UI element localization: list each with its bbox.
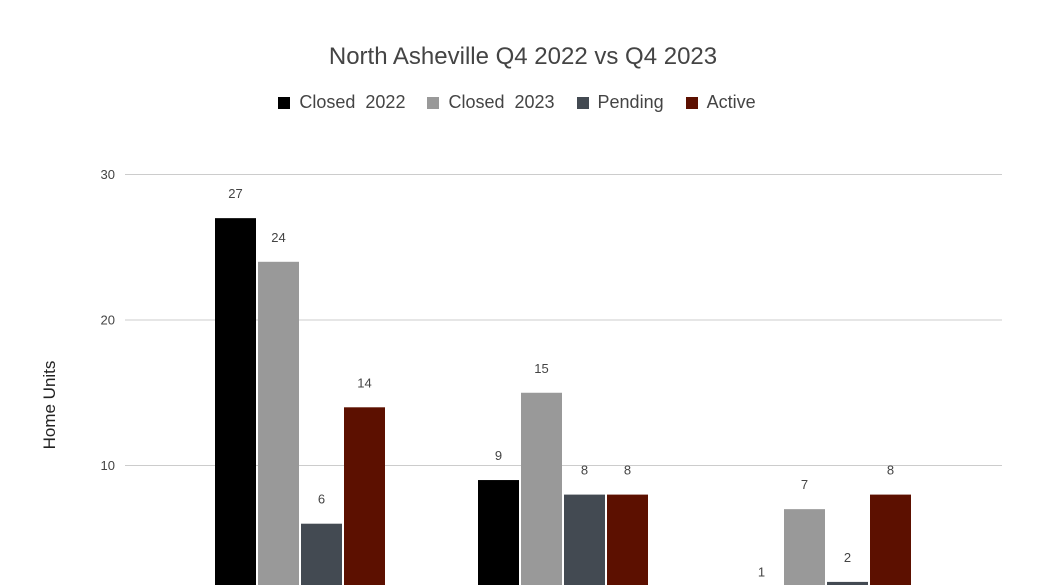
legend-item-active: Active xyxy=(685,92,756,113)
data-label: 14 xyxy=(357,375,371,390)
legend-swatch xyxy=(685,96,698,109)
y-tick-label: 10 xyxy=(101,458,115,473)
data-label: 8 xyxy=(624,463,631,478)
y-tick-label: 30 xyxy=(101,167,115,182)
legend-label: Closed 2022 xyxy=(299,92,406,112)
legend-swatch xyxy=(427,96,440,109)
data-label: 9 xyxy=(495,448,502,463)
data-label: 1 xyxy=(758,564,765,579)
bar xyxy=(521,392,562,585)
y-tick-label: 20 xyxy=(101,313,115,328)
bar xyxy=(301,523,342,585)
legend-swatch xyxy=(278,96,291,109)
bar xyxy=(258,261,299,585)
bar xyxy=(215,218,256,585)
legend-label: Active xyxy=(706,92,756,112)
bar xyxy=(827,581,868,585)
bar xyxy=(344,407,385,585)
data-label: 8 xyxy=(887,463,894,478)
bar xyxy=(784,509,825,585)
legend-label: Pending xyxy=(597,92,664,112)
legend-swatch xyxy=(576,96,589,109)
bar xyxy=(870,494,911,585)
bar xyxy=(607,494,648,585)
legend: Closed 2022 Closed 2023 Pending Active xyxy=(0,92,1034,113)
data-label: 7 xyxy=(801,477,808,492)
bar xyxy=(564,494,605,585)
data-label: 27 xyxy=(228,186,242,201)
data-label: 15 xyxy=(534,361,548,376)
data-label: 8 xyxy=(581,463,588,478)
data-label: 2 xyxy=(844,550,851,565)
data-label: 24 xyxy=(271,230,285,245)
bar xyxy=(478,480,519,585)
chart-title: North Asheville Q4 2022 vs Q4 2023 xyxy=(328,43,718,70)
legend-item-closed-2023: Closed 2023 xyxy=(427,92,555,113)
legend-item-closed-2022: Closed 2022 xyxy=(278,92,405,113)
legend-item-pending: Pending xyxy=(576,92,664,113)
legend-label: Closed 2023 xyxy=(448,92,555,112)
data-label: 6 xyxy=(318,492,325,507)
